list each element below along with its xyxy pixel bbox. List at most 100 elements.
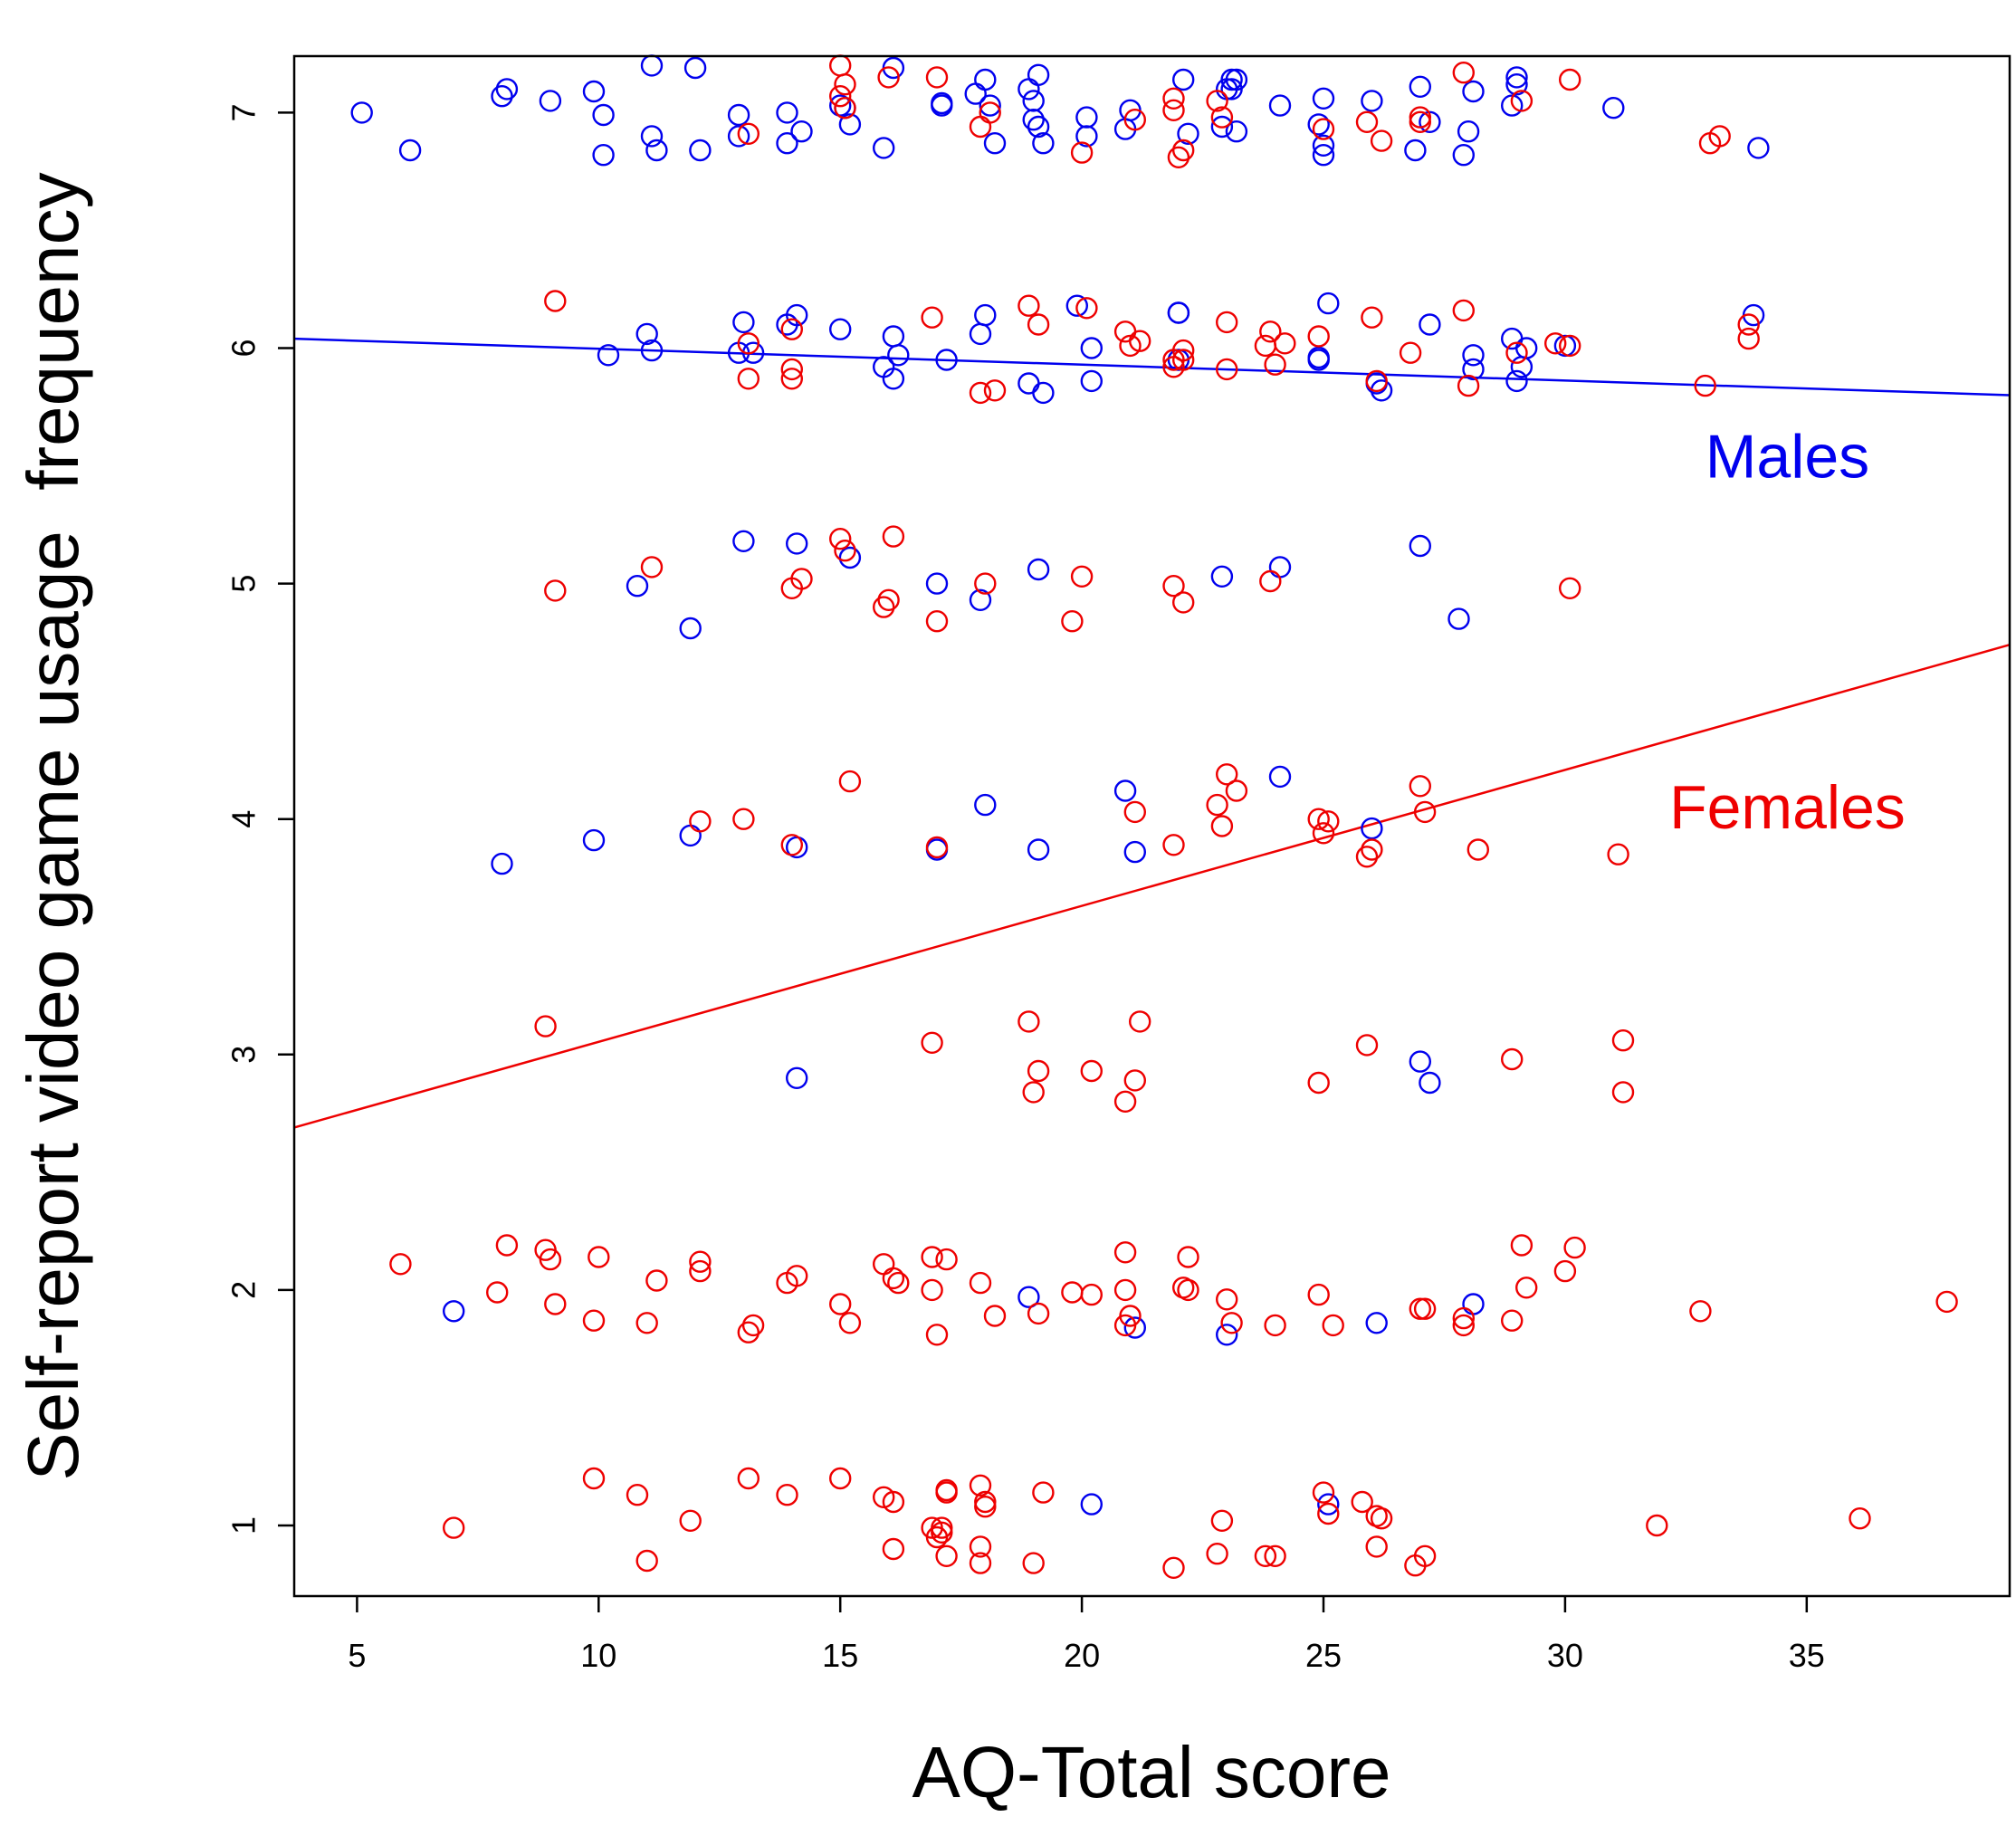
males-data-point — [1419, 1071, 1441, 1095]
males-data-point — [1409, 75, 1432, 99]
females-data-point — [1935, 1290, 1958, 1314]
males-data-point — [974, 68, 997, 91]
y-tick-label: 3 — [225, 1046, 263, 1064]
males-data-point — [1018, 78, 1040, 100]
x-tick-label: 20 — [1064, 1637, 1100, 1674]
males-data-point — [1317, 292, 1340, 315]
females-data-point — [1510, 90, 1533, 112]
males-data-point — [1225, 68, 1248, 91]
males-data-point — [1419, 313, 1441, 336]
females-data-point — [829, 54, 852, 77]
males-data-point — [1510, 356, 1533, 378]
males-data-point — [925, 572, 949, 595]
females-data-point — [1361, 306, 1383, 329]
males-data-point — [1312, 134, 1335, 158]
males-data-point — [887, 344, 910, 367]
males-data-point — [1312, 143, 1335, 167]
females-data-point — [544, 290, 567, 312]
males-data-point — [1171, 68, 1195, 91]
females-data-point — [882, 1490, 905, 1514]
females-data-point — [1027, 313, 1050, 336]
females-data-point — [1171, 339, 1195, 362]
males-data-point — [1317, 1493, 1340, 1516]
males-data-point — [679, 824, 702, 847]
females-data-point — [1018, 294, 1040, 317]
females-data-point — [1611, 1081, 1635, 1104]
females-data-point — [1317, 810, 1340, 833]
females-data-point — [1215, 358, 1238, 381]
females-data-point — [925, 66, 949, 89]
females-data-point — [588, 1246, 610, 1268]
females-data-point — [1558, 68, 1581, 91]
females-data-point — [689, 1250, 712, 1273]
females-data-point — [969, 1271, 992, 1295]
males-data-point — [1080, 337, 1104, 359]
females-data-point — [1355, 110, 1379, 134]
females-data-point — [1113, 1090, 1137, 1114]
males-data-point — [1075, 106, 1098, 129]
x-tick-label: 10 — [580, 1637, 616, 1674]
females-data-point — [1351, 1490, 1373, 1514]
females-data-point — [969, 115, 992, 139]
males-data-point — [689, 139, 712, 162]
males-data-point — [1113, 779, 1137, 802]
females-data-point — [645, 1269, 668, 1292]
females-data-point — [1413, 1544, 1437, 1568]
males-regression-line — [293, 337, 2011, 397]
females-data-point — [1457, 374, 1480, 397]
females-data-point — [1264, 353, 1286, 376]
males-data-point — [969, 322, 992, 346]
males-data-point — [582, 80, 606, 103]
females-data-point — [1080, 1059, 1104, 1083]
females-data-point — [1312, 1481, 1335, 1504]
females-data-point — [1210, 106, 1234, 129]
males-label: Males — [1705, 423, 1869, 492]
females-data-point — [1210, 1509, 1234, 1533]
females-data-point — [786, 1265, 808, 1287]
females-data-point — [1849, 1506, 1871, 1530]
females-data-point — [1500, 1309, 1524, 1332]
males-data-point — [1167, 301, 1190, 324]
females-data-point — [969, 1474, 992, 1497]
plot-area-frame — [292, 54, 2011, 1598]
females-data-point — [1032, 1481, 1055, 1504]
females-data-point — [1694, 374, 1716, 397]
females-data-point — [790, 568, 813, 590]
males-data-point — [969, 588, 992, 611]
females-data-point — [1553, 1259, 1577, 1283]
males-data-point — [1080, 1493, 1104, 1516]
males-data-point — [979, 94, 1001, 117]
males-data-point — [1602, 96, 1625, 120]
females-data-point — [443, 1516, 465, 1539]
females-data-point — [780, 368, 803, 390]
males-data-point — [1022, 90, 1045, 112]
females-data-point — [1177, 1246, 1199, 1268]
females-data-point — [1505, 341, 1528, 364]
females-data-point — [1022, 1552, 1045, 1574]
females-data-point — [1365, 1535, 1388, 1558]
females-data-point — [1162, 1556, 1185, 1580]
males-data-point — [1500, 327, 1524, 350]
females-data-point — [389, 1253, 412, 1276]
females-data-point — [1312, 118, 1335, 140]
females-data-point — [1171, 139, 1195, 162]
females-data-point — [582, 1467, 606, 1490]
males-data-point — [582, 828, 606, 852]
females-data-point — [829, 1467, 852, 1490]
males-data-point — [1505, 72, 1528, 96]
females-data-point — [838, 1312, 862, 1334]
males-data-point — [882, 368, 905, 390]
males-data-point — [592, 103, 615, 127]
males-data-point — [882, 325, 905, 348]
females-data-point — [539, 1248, 562, 1271]
males-data-point — [1065, 294, 1089, 317]
males-data-point — [1123, 1316, 1147, 1339]
females-data-point — [1646, 1514, 1668, 1537]
males-data-point — [732, 530, 755, 552]
females-data-point — [1128, 330, 1151, 352]
females-data-point — [1027, 1059, 1050, 1083]
females-data-point — [1167, 146, 1190, 169]
females-data-point — [737, 368, 760, 390]
females-data-point — [983, 1305, 1007, 1327]
females-data-point — [1123, 800, 1147, 824]
